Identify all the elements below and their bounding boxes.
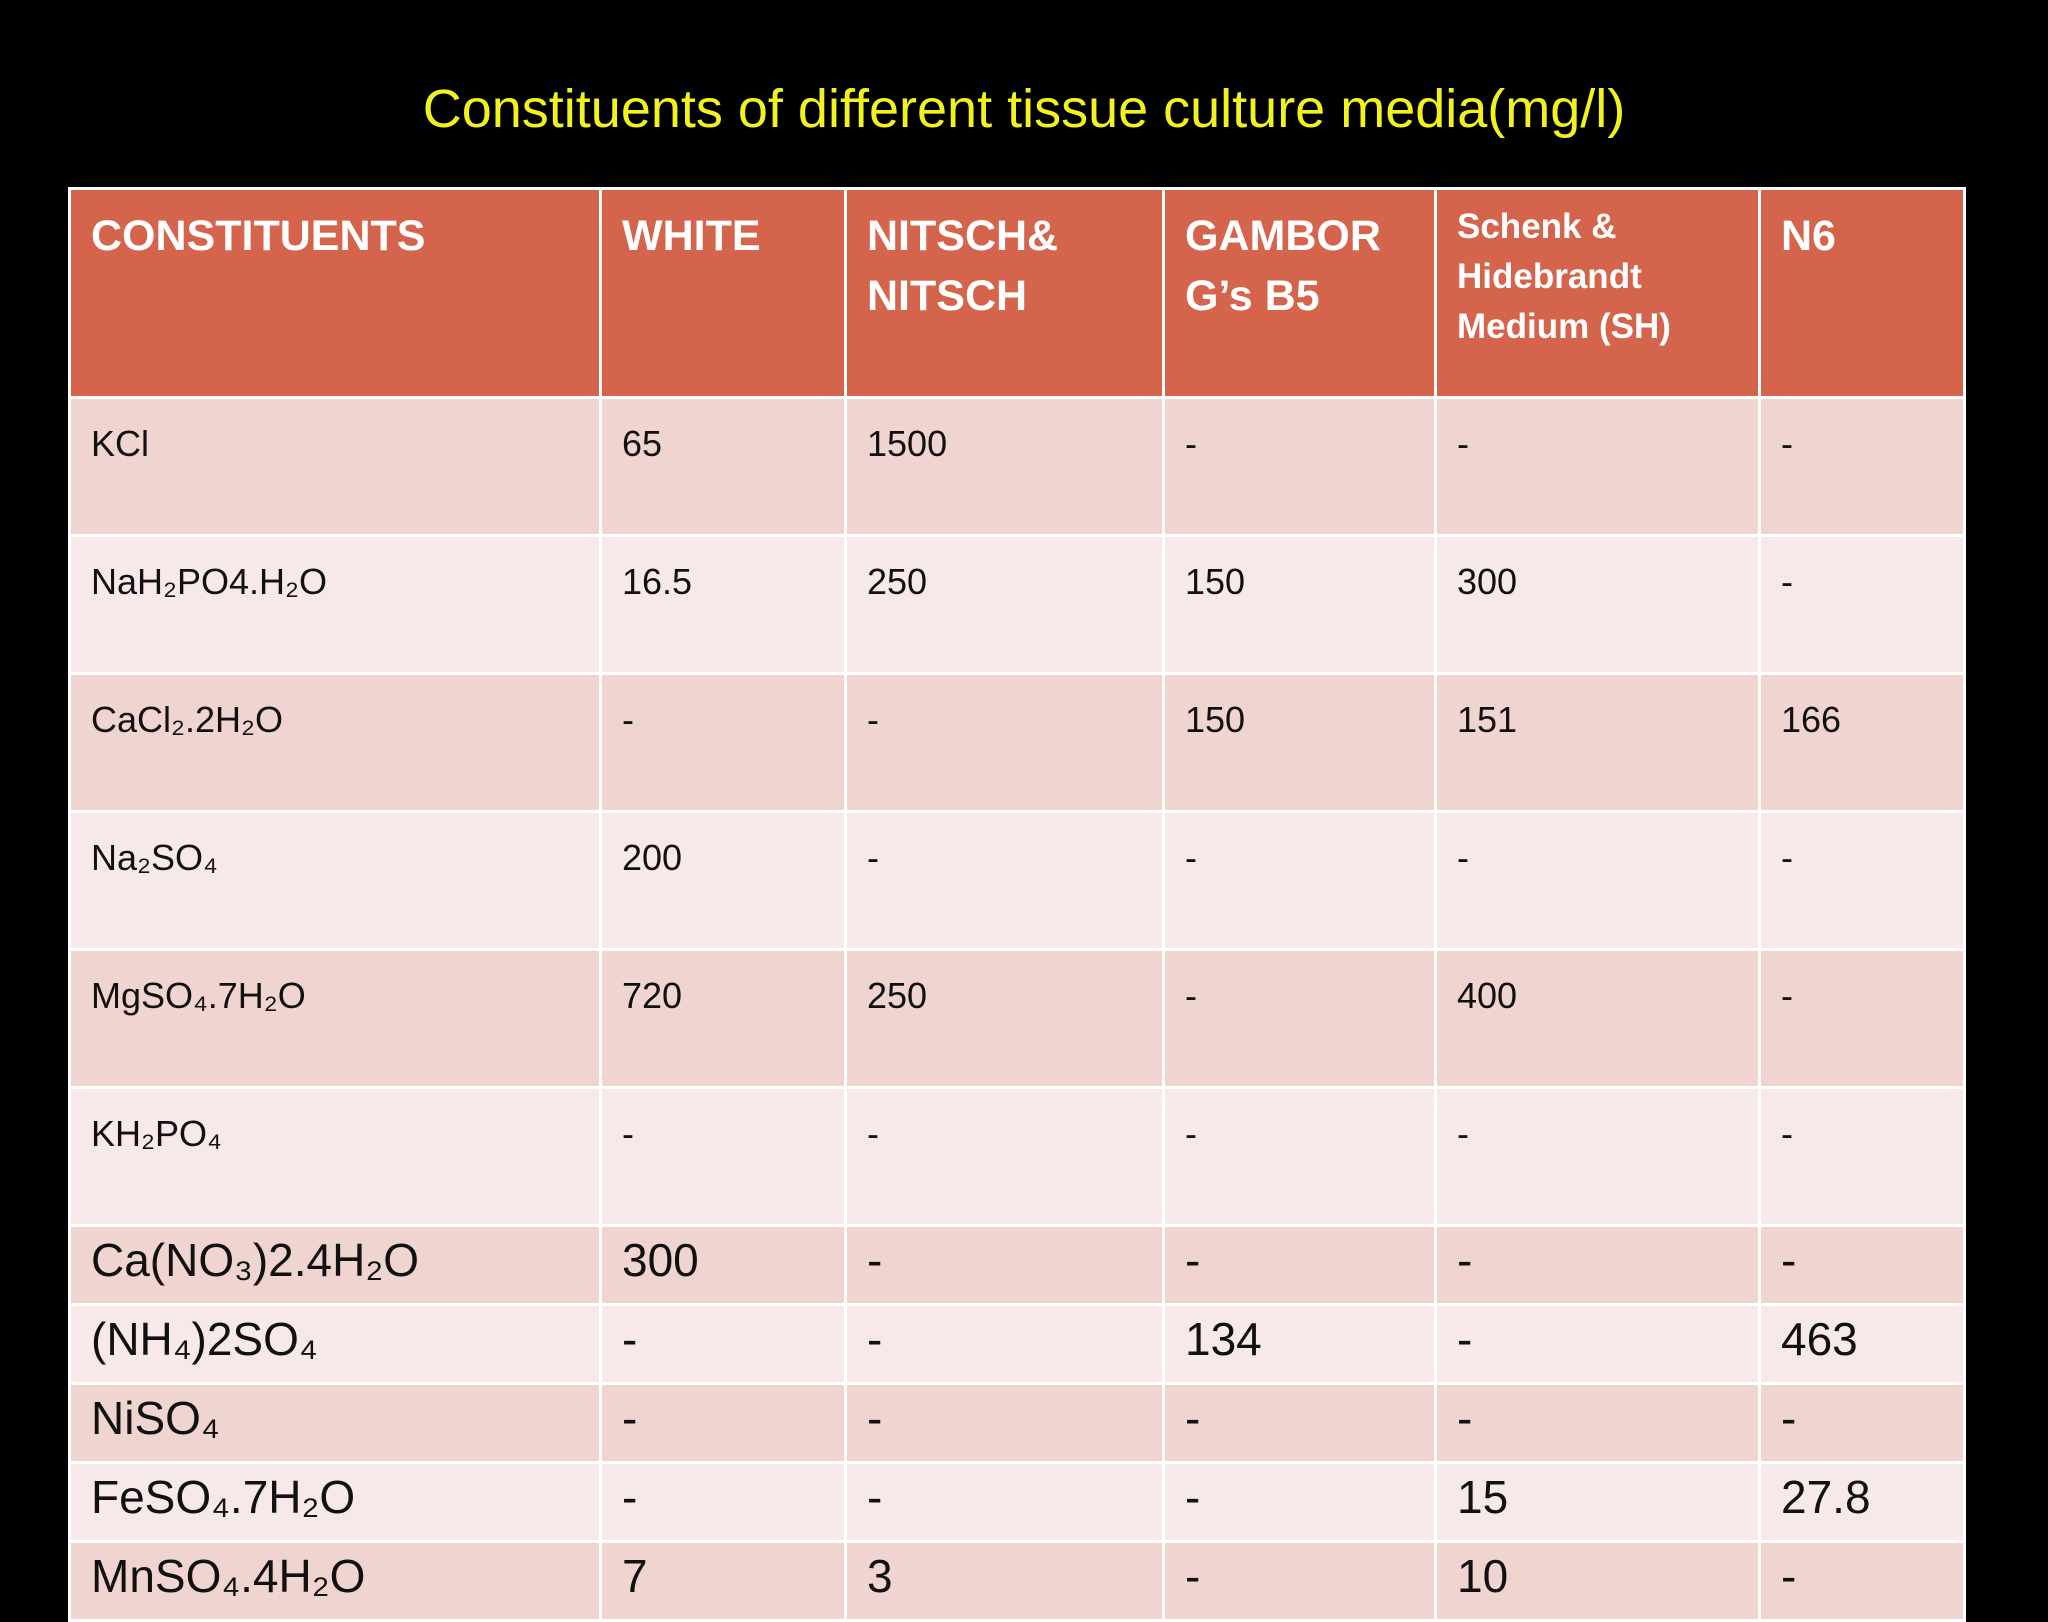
value-cell: - (1434, 396, 1761, 537)
value-cell: - (1758, 396, 1966, 537)
value-cell: 150 (1162, 534, 1437, 675)
value-cell: - (1434, 1086, 1761, 1227)
value-cell: 16.5 (599, 534, 847, 675)
value-cell: - (1758, 948, 1966, 1089)
header-cell: WHITE (599, 187, 847, 399)
table-row: CaCl₂.2H₂O - -150 151 166 (68, 672, 1966, 813)
table-row: NiSO₄ - - - - - (68, 1382, 1966, 1464)
header-cell: Schenk & Hidebrandt Medium (SH) (1434, 187, 1761, 399)
table-row: KH₂PO₄ - - - - - (68, 1086, 1966, 1227)
value-cell: 300 (1434, 534, 1761, 675)
value-cell: - (1434, 1303, 1761, 1385)
constituent-cell: NaH₂PO4.H₂O (68, 534, 602, 675)
value-cell: - (844, 672, 1165, 813)
table-row: NaH₂PO4.H₂O 16.5 250 150 300- (68, 534, 1966, 675)
value-cell: - (1162, 1382, 1437, 1464)
value-cell: - (599, 1382, 847, 1464)
table-row: Ca(NO₃)2.4H₂O 300- - - - (68, 1224, 1966, 1306)
value-cell: - (844, 810, 1165, 951)
constituent-cell: NiSO₄ (68, 1382, 602, 1464)
value-cell: - (599, 1303, 847, 1385)
value-cell: 134 (1162, 1303, 1437, 1385)
table-row: FeSO₄.7H₂O - - -15 27.8 (68, 1461, 1966, 1543)
value-cell: - (1758, 1540, 1966, 1622)
header-row: CONSTITUENTS WHITE NITSCH& NITSCH GAMBOR G’… (68, 187, 1966, 399)
slide: Constituents of different tissue culture… (68, 79, 1966, 1622)
constituent-cell: Ca(NO₃)2.4H₂O (68, 1224, 602, 1306)
constituent-cell: KCl (68, 396, 602, 537)
value-cell: 150 (1162, 672, 1437, 813)
table-row: (NH₄)2SO₄ - -134-463 (68, 1303, 1966, 1385)
constituent-cell: KH₂PO₄ (68, 1086, 602, 1227)
value-cell: 65 (599, 396, 847, 537)
header-cell: GAMBOR G’s B5 (1162, 187, 1437, 399)
media-table: CONSTITUENTS WHITE NITSCH& NITSCH GAMBOR G’… (68, 187, 1966, 1622)
header-cell: CONSTITUENTS (68, 187, 602, 399)
table-row: MnSO₄.4H₂O 7 3-10- (68, 1540, 1966, 1622)
value-cell: - (1434, 1224, 1761, 1306)
value-cell: 463 (1758, 1303, 1966, 1385)
value-cell: - (599, 1086, 847, 1227)
value-cell: - (844, 1086, 1165, 1227)
value-cell: - (1162, 1540, 1437, 1622)
value-cell: - (1162, 810, 1437, 951)
value-cell: 300 (599, 1224, 847, 1306)
table-row: Na₂SO₄ 200- - - - (68, 810, 1966, 951)
value-cell: - (1758, 1382, 1966, 1464)
value-cell: - (599, 1461, 847, 1543)
constituent-cell: FeSO₄.7H₂O (68, 1461, 602, 1543)
value-cell: - (1758, 534, 1966, 675)
value-cell: - (1162, 1461, 1437, 1543)
value-cell: 250 (844, 948, 1165, 1089)
constituent-cell: MgSO₄.7H₂O (68, 948, 602, 1089)
value-cell: - (1162, 1086, 1437, 1227)
table-row: MgSO₄.7H₂O 720 250-400- (68, 948, 1966, 1089)
constituent-cell: CaCl₂.2H₂O (68, 672, 602, 813)
value-cell: - (1162, 1224, 1437, 1306)
value-cell: 200 (599, 810, 847, 951)
slide-title: Constituents of different tissue culture… (422, 79, 1626, 139)
constituent-cell: Na₂SO₄ (68, 810, 602, 951)
value-cell: 27.8 (1758, 1461, 1966, 1543)
value-cell: - (1162, 396, 1437, 537)
value-cell: - (1434, 1382, 1761, 1464)
value-cell: - (1758, 1086, 1966, 1227)
value-cell: - (844, 1303, 1165, 1385)
constituent-cell: MnSO₄.4H₂O (68, 1540, 602, 1622)
value-cell: 10 (1434, 1540, 1761, 1622)
header-cell: NITSCH& NITSCH (844, 187, 1165, 399)
table-row: KCl 65 1500- - - (68, 396, 1966, 537)
constituent-cell: (NH₄)2SO₄ (68, 1303, 602, 1385)
value-cell: 151 (1434, 672, 1761, 813)
value-cell: - (599, 672, 847, 813)
value-cell: - (1434, 810, 1761, 951)
value-cell: 3 (844, 1540, 1165, 1622)
value-cell: 720 (599, 948, 847, 1089)
value-cell: - (844, 1461, 1165, 1543)
value-cell: 15 (1434, 1461, 1761, 1543)
value-cell: 7 (599, 1540, 847, 1622)
value-cell: - (1758, 1224, 1966, 1306)
header-cell: N6 (1758, 187, 1966, 399)
value-cell: - (1162, 948, 1437, 1089)
value-cell: 166 (1758, 672, 1966, 813)
value-cell: 400 (1434, 948, 1761, 1089)
value-cell: 250 (844, 534, 1165, 675)
value-cell: - (844, 1224, 1165, 1306)
value-cell: 1500 (844, 396, 1165, 537)
value-cell: - (844, 1382, 1165, 1464)
value-cell: - (1758, 810, 1966, 951)
